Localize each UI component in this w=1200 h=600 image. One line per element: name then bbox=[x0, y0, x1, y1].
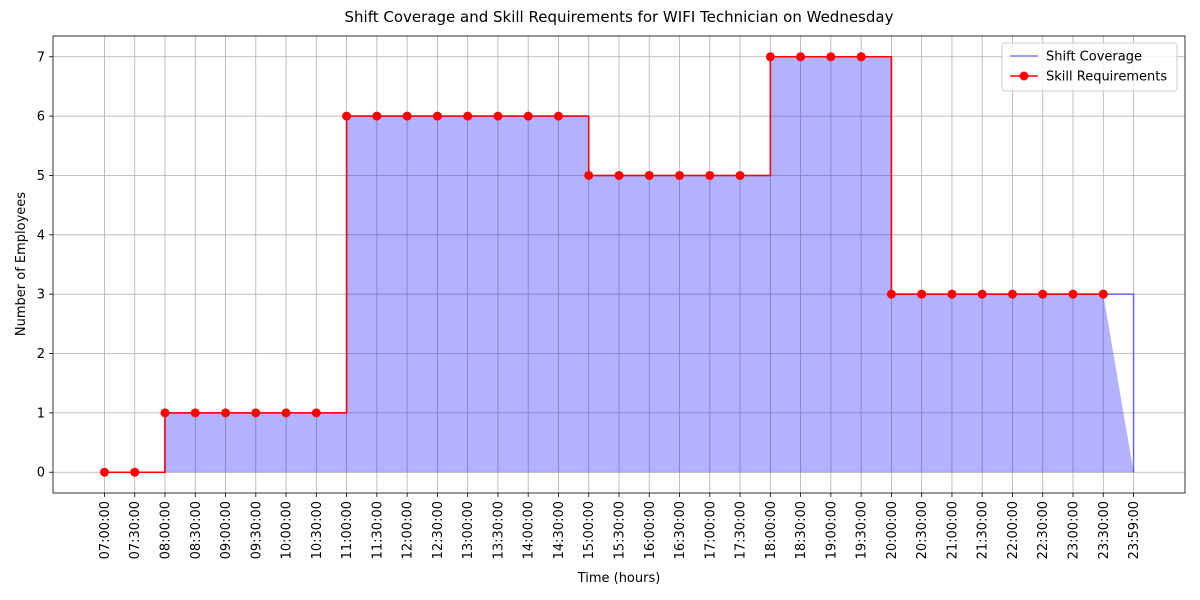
requirements-marker bbox=[977, 289, 987, 299]
requirements-marker bbox=[432, 111, 442, 121]
requirements-marker bbox=[1068, 289, 1078, 299]
chart-title: Shift Coverage and Skill Requirements fo… bbox=[345, 8, 894, 26]
x-tick-label: 12:30:00 bbox=[431, 501, 446, 559]
x-tick-label: 18:00:00 bbox=[764, 501, 779, 559]
x-tick-label: 17:30:00 bbox=[734, 501, 749, 559]
requirements-marker bbox=[1007, 289, 1017, 299]
requirements-marker bbox=[765, 52, 775, 62]
x-tick-label: 21:00:00 bbox=[945, 501, 960, 559]
requirements-marker bbox=[190, 408, 200, 418]
x-tick-label: 16:00:00 bbox=[643, 501, 658, 559]
x-tick-label: 23:59:00 bbox=[1127, 501, 1142, 559]
y-axis-label: Number of Employees bbox=[14, 192, 29, 336]
x-tick-label: 07:00:00 bbox=[98, 501, 113, 559]
requirements-marker bbox=[644, 170, 654, 180]
legend: Shift Coverage Skill Requirements bbox=[1001, 42, 1178, 92]
legend-label: Skill Requirements bbox=[1046, 70, 1167, 85]
x-tick-label: 11:00:00 bbox=[340, 501, 355, 559]
coverage-area bbox=[104, 56, 1134, 473]
y-tick-label: 4 bbox=[37, 228, 45, 243]
x-tick-label: 15:30:00 bbox=[613, 501, 628, 559]
x-tick-label: 08:00:00 bbox=[158, 501, 173, 559]
plot-frame bbox=[52, 35, 1186, 494]
requirements-marker bbox=[614, 170, 624, 180]
requirements-marker bbox=[1038, 289, 1048, 299]
requirements-marker bbox=[947, 289, 957, 299]
requirements-marker bbox=[584, 170, 594, 180]
requirements-marker bbox=[342, 111, 352, 121]
x-tick-label: 09:30:00 bbox=[249, 501, 264, 559]
x-tick-label: 22:30:00 bbox=[1036, 501, 1051, 559]
requirements-marker bbox=[160, 408, 170, 418]
y-tick-label: 5 bbox=[37, 169, 45, 184]
x-tick-label: 18:30:00 bbox=[794, 501, 809, 559]
x-tick-label: 14:30:00 bbox=[552, 501, 567, 559]
requirements-marker bbox=[99, 467, 109, 477]
x-tick-label: 08:30:00 bbox=[189, 501, 204, 559]
y-tick-label: 1 bbox=[37, 406, 45, 421]
x-axis-label: Time (hours) bbox=[577, 571, 661, 586]
x-tick-label: 20:00:00 bbox=[885, 501, 900, 559]
legend-box bbox=[1001, 42, 1178, 92]
requirements-marker bbox=[917, 289, 927, 299]
x-tick-label: 07:30:00 bbox=[128, 501, 143, 559]
y-tick-label: 6 bbox=[37, 110, 45, 125]
requirements-marker bbox=[493, 111, 503, 121]
requirements-marker bbox=[705, 170, 715, 180]
requirements-marker bbox=[251, 408, 261, 418]
requirements-marker bbox=[886, 289, 896, 299]
requirements-marker bbox=[796, 52, 806, 62]
legend-label: Shift Coverage bbox=[1046, 50, 1142, 65]
requirements-marker bbox=[402, 111, 412, 121]
requirements-marker bbox=[221, 408, 231, 418]
x-tick-label: 16:30:00 bbox=[673, 501, 688, 559]
requirements-marker bbox=[311, 408, 321, 418]
requirements-marker bbox=[856, 52, 866, 62]
requirements-marker bbox=[1098, 289, 1108, 299]
x-tick-label: 11:30:00 bbox=[370, 501, 385, 559]
y-tick-label: 7 bbox=[37, 50, 45, 65]
x-tick-label: 10:30:00 bbox=[310, 501, 325, 559]
y-tick-label: 3 bbox=[37, 288, 45, 303]
y-tick-label: 2 bbox=[37, 347, 45, 362]
x-tick-label: 13:30:00 bbox=[491, 501, 506, 559]
requirements-marker bbox=[463, 111, 473, 121]
x-tick-label: 23:00:00 bbox=[1067, 501, 1082, 559]
x-tick-label: 12:00:00 bbox=[401, 501, 416, 559]
requirements-marker bbox=[372, 111, 382, 121]
x-tick-label: 21:30:00 bbox=[976, 501, 991, 559]
legend-marker bbox=[1019, 71, 1029, 81]
requirements-marker bbox=[130, 467, 140, 477]
x-tick-label: 10:00:00 bbox=[280, 501, 295, 559]
x-tick-label: 20:30:00 bbox=[915, 501, 930, 559]
requirements-marker bbox=[735, 170, 745, 180]
requirements-marker bbox=[523, 111, 533, 121]
x-tick-label: 17:00:00 bbox=[703, 501, 718, 559]
requirements-marker bbox=[675, 170, 685, 180]
x-tick-label: 19:00:00 bbox=[824, 501, 839, 559]
requirements-marker bbox=[553, 111, 563, 121]
requirements-marker bbox=[281, 408, 291, 418]
x-tick-label: 13:00:00 bbox=[461, 501, 476, 559]
x-tick-label: 09:00:00 bbox=[219, 501, 234, 559]
y-tick-label: 0 bbox=[37, 466, 45, 481]
x-tick-label: 15:00:00 bbox=[582, 501, 597, 559]
x-tick-label: 23:30:00 bbox=[1097, 501, 1112, 559]
x-tick-label: 19:30:00 bbox=[855, 501, 870, 559]
requirements-marker bbox=[826, 52, 836, 62]
x-tick-label: 14:00:00 bbox=[522, 501, 537, 559]
x-tick-label: 22:00:00 bbox=[1006, 501, 1021, 559]
